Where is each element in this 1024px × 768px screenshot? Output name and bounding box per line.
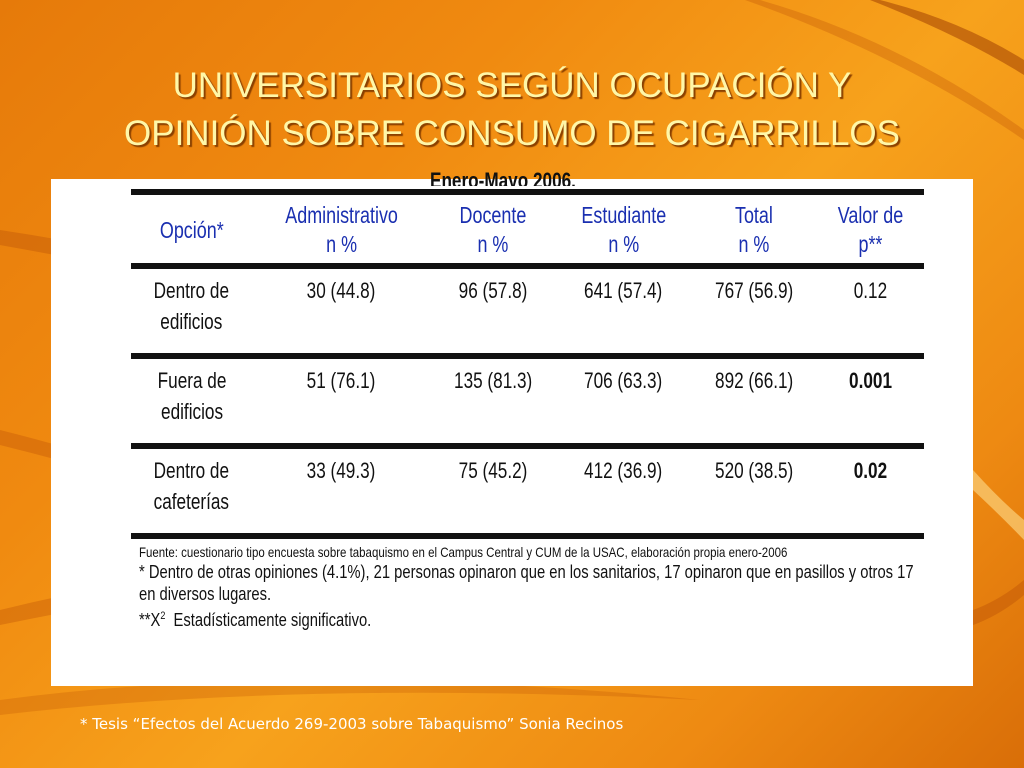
- cell-opcion: Fuera de edificios: [131, 356, 253, 449]
- cell-valor-p: 0.12: [817, 266, 924, 359]
- cell-docente: 135 (81.3): [429, 356, 556, 449]
- footnote-2: **X2 Estadísticamente significativo.: [139, 610, 372, 630]
- footnote-1: * Dentro de otras opiniones (4.1%), 21 p…: [139, 562, 914, 582]
- header-docente: Docente n %: [443, 189, 542, 269]
- cell-estudiante: 412 (36.9): [555, 446, 692, 539]
- data-table: Opción* Administrativo n % Docente n % Est…: [131, 189, 924, 539]
- header-administrativo: Administrativo n %: [272, 189, 411, 269]
- footnote-1-continued: en diversos lugares.: [139, 584, 272, 604]
- cell-total: 892 (66.1): [691, 356, 818, 449]
- table-header-row: Opción* Administrativo n % Docente n % Est…: [131, 189, 924, 269]
- header-total: Total n %: [705, 189, 804, 269]
- cropped-subtitle: Enero-Mayo 2006.: [430, 168, 576, 186]
- source-note: Fuente: cuestionario tipo encuesta sobre…: [139, 544, 788, 560]
- table-row: Fuera de edificios 51 (76.1) 135 (81.3) 7…: [131, 356, 924, 449]
- cell-opcion: Dentro de edificios: [131, 266, 253, 359]
- cell-valor-p: 0.02: [817, 446, 924, 539]
- cell-estudiante: 706 (63.3): [555, 356, 692, 449]
- cell-estudiante: 641 (57.4): [555, 266, 692, 359]
- table-panel: Opción* Administrativo n % Docente n % Est…: [51, 179, 973, 686]
- cell-opcion: Dentro de cafeterías: [131, 446, 253, 539]
- cell-total: 520 (38.5): [691, 446, 818, 539]
- table-notes: Fuente: cuestionario tipo encuesta sobre…: [139, 543, 939, 631]
- cell-valor-p: 0.001: [817, 356, 924, 449]
- header-valor-p: Valor de p**: [828, 189, 913, 269]
- cell-administrativo: 33 (49.3): [252, 446, 430, 539]
- cell-administrativo: 30 (44.8): [252, 266, 430, 359]
- table-row: Dentro de cafeterías 33 (49.3) 75 (45.2) …: [131, 446, 924, 539]
- cell-docente: 96 (57.8): [429, 266, 556, 359]
- cell-administrativo: 51 (76.1): [252, 356, 430, 449]
- slide-title: UNIVERSITARIOS SEGÚN OCUPACIÓN Y OPINIÓN…: [0, 62, 1024, 158]
- table-row: Dentro de edificios 30 (44.8) 96 (57.8) 6…: [131, 266, 924, 359]
- footer-citation: * Tesis “Efectos del Acuerdo 269-2003 so…: [80, 715, 624, 733]
- header-opcion: Opción*: [144, 189, 240, 269]
- title-line-1: UNIVERSITARIOS SEGÚN OCUPACIÓN Y: [172, 66, 852, 105]
- cell-total: 767 (56.9): [691, 266, 818, 359]
- title-line-2: OPINIÓN SOBRE CONSUMO DE CIGARRILLOS: [124, 114, 900, 153]
- cell-docente: 75 (45.2): [429, 446, 556, 539]
- header-estudiante: Estudiante n %: [570, 189, 677, 269]
